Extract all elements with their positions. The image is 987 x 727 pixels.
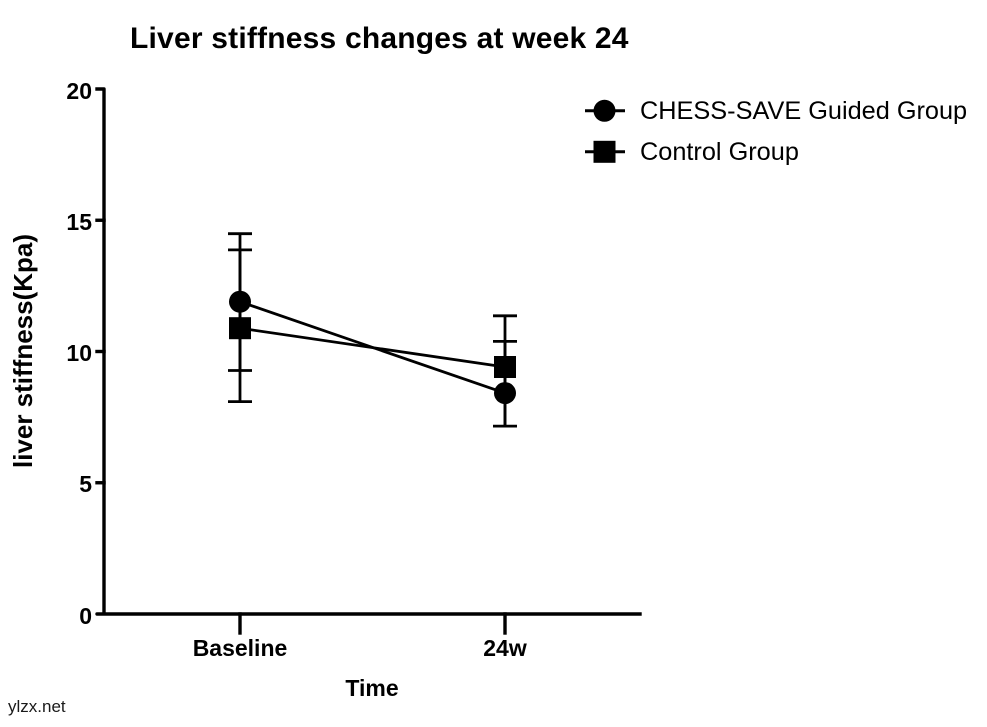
svg-text:15: 15 <box>66 209 92 235</box>
svg-text:20: 20 <box>66 78 92 104</box>
svg-text:24w: 24w <box>483 635 527 661</box>
svg-text:Baseline: Baseline <box>193 635 288 661</box>
svg-text:liver stiffness(Kpa): liver stiffness(Kpa) <box>8 234 38 468</box>
svg-text:0: 0 <box>79 603 92 629</box>
svg-text:Time: Time <box>345 675 398 701</box>
svg-text:CHESS-SAVE Guided Group: CHESS-SAVE Guided Group <box>640 97 967 125</box>
svg-text:Control Group: Control Group <box>640 138 799 166</box>
svg-text:10: 10 <box>66 340 92 366</box>
svg-text:5: 5 <box>79 471 92 497</box>
